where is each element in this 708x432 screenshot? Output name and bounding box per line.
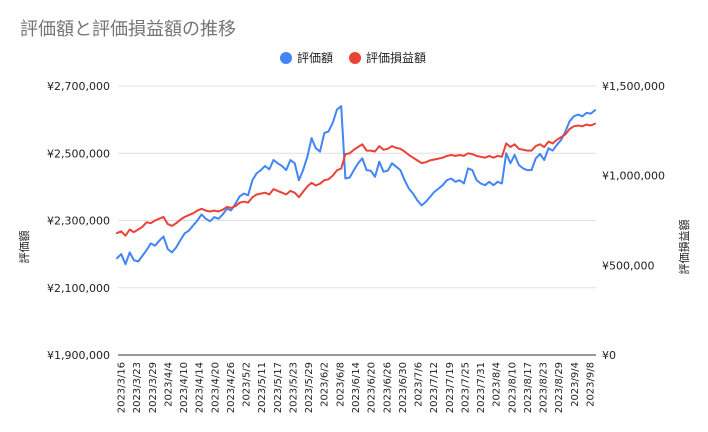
series-lines <box>116 105 596 266</box>
left-tick-label: ¥1,900,000 <box>47 349 110 362</box>
legend-label-1: 評価損益額 <box>366 50 426 65</box>
x-tick-label: 2023/5/11 <box>257 362 268 413</box>
x-tick-label: 2023/4/14 <box>195 362 206 413</box>
left-tick-label: ¥2,500,000 <box>47 147 110 160</box>
x-tick-label: 2023/8/10 <box>507 362 518 413</box>
x-tick-label: 2023/5/29 <box>304 362 315 413</box>
x-axis-ticks: 2023/3/16 2023/3/23 2023/3/29 2023/4/4 2023/… <box>117 362 597 413</box>
x-tick-label: 2023/7/19 <box>445 362 456 413</box>
x-tick-label: 2023/9/8 <box>586 362 597 407</box>
legend-label-0: 評価額 <box>297 50 333 65</box>
left-tick-label: ¥2,300,000 <box>47 215 110 228</box>
x-tick-label: 2023/4/10 <box>179 362 190 413</box>
x-tick-label: 2023/7/31 <box>476 362 487 413</box>
right-tick-label: ¥0 <box>602 349 616 362</box>
x-tick-label: 2023/7/6 <box>414 362 425 407</box>
x-tick-label: 2023/6/2 <box>320 362 331 407</box>
x-tick-label: 2023/9/4 <box>570 362 581 407</box>
x-tick-label: 2023/4/26 <box>226 362 237 413</box>
right-tick-label: ¥500,000 <box>602 259 655 272</box>
x-tick-label: 2023/3/16 <box>117 362 128 413</box>
right-axis-ticks: ¥0 ¥500,000 ¥1,000,000 ¥1,500,000 <box>602 80 665 362</box>
x-tick-label: 2023/8/4 <box>492 362 503 407</box>
left-axis-ticks: ¥1,900,000 ¥2,100,000 ¥2,300,000 ¥2,500,000… <box>47 80 110 362</box>
gridlines <box>118 85 596 356</box>
x-tick-label: 2023/6/26 <box>382 362 393 413</box>
x-tick-label: 2023/7/25 <box>460 362 471 413</box>
x-tick-label: 2023/3/29 <box>148 362 159 413</box>
right-tick-label: ¥1,000,000 <box>602 170 665 183</box>
x-tick-label: 2023/4/4 <box>163 362 174 407</box>
right-axis-title: 評価損益額 <box>677 220 691 275</box>
left-tick-label: ¥2,100,000 <box>47 282 110 295</box>
x-tick-label: 2023/4/20 <box>210 362 221 413</box>
left-axis-title: 評価額 <box>17 231 31 264</box>
series-line-0 <box>116 105 596 266</box>
x-tick-label: 2023/8/17 <box>523 362 534 413</box>
chart-title: 評価額と評価損益額の推移 <box>20 19 236 40</box>
x-tick-label: 2023/6/8 <box>335 362 346 407</box>
x-tick-label: 2023/5/2 <box>242 362 253 407</box>
x-tick-label: 2023/5/17 <box>273 362 284 413</box>
right-tick-label: ¥1,500,000 <box>602 80 665 93</box>
x-tick-label: 2023/3/23 <box>132 362 143 413</box>
legend-marker-1 <box>349 52 362 64</box>
legend: 評価額 評価損益額 <box>280 50 426 65</box>
x-tick-label: 2023/6/20 <box>367 362 378 413</box>
left-tick-label: ¥2,700,000 <box>47 80 110 93</box>
x-tick-label: 2023/5/23 <box>288 362 299 413</box>
x-tick-label: 2023/6/14 <box>351 362 362 413</box>
x-tick-label: 2023/7/12 <box>429 362 440 413</box>
x-tick-label: 2023/6/30 <box>398 362 409 413</box>
legend-marker-0 <box>280 52 292 64</box>
x-tick-label: 2023/8/23 <box>539 362 550 413</box>
series-line-1 <box>116 122 596 237</box>
x-tick-label: 2023/8/29 <box>554 362 565 413</box>
